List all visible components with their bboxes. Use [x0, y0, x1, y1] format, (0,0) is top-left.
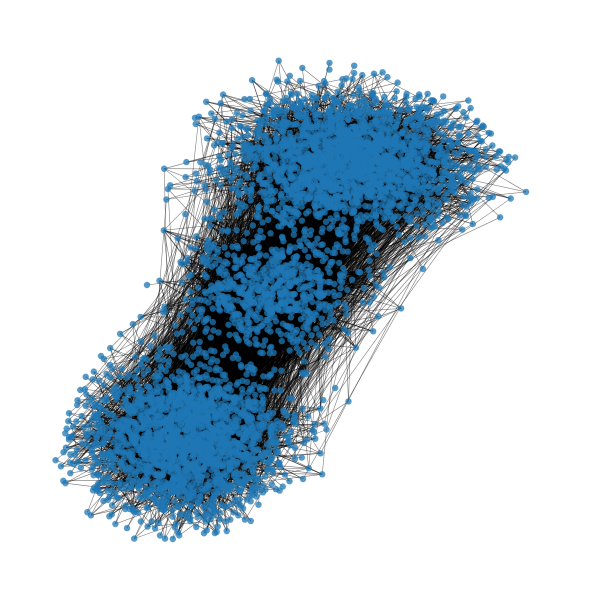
edge	[164, 145, 251, 169]
